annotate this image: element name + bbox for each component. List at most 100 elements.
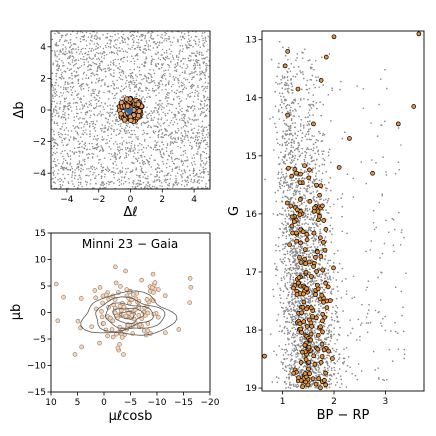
field-star-point <box>60 165 62 168</box>
field-star-point <box>72 85 75 88</box>
field-star-point <box>154 146 157 148</box>
field-star-point <box>99 187 102 189</box>
field-star-point <box>168 38 170 40</box>
field-star-point <box>65 127 68 129</box>
field-star-point <box>56 159 59 161</box>
field-star-point <box>75 36 78 39</box>
field-star-point <box>124 132 127 134</box>
field-star-point <box>145 49 147 51</box>
field-star-point <box>79 116 81 119</box>
field-star-point <box>100 56 103 58</box>
field-star-point <box>60 136 62 139</box>
field-star-point <box>124 94 127 97</box>
field-star-point <box>77 146 79 149</box>
field-star-point <box>206 56 208 58</box>
field-star-point <box>171 55 174 57</box>
field-star-point <box>184 124 186 126</box>
field-star-point <box>163 175 166 177</box>
field-star-point <box>203 87 206 90</box>
field-star-point <box>138 182 140 185</box>
field-star-point <box>96 47 99 50</box>
field-star-point <box>119 42 121 44</box>
field-star-point <box>80 85 83 87</box>
field-star-point <box>119 65 121 68</box>
field-star-point <box>168 35 170 38</box>
field-star-point <box>105 169 108 172</box>
field-star-point <box>94 126 96 129</box>
field-star-point <box>56 102 58 105</box>
field-star-point <box>205 98 208 100</box>
field-star-point <box>145 87 147 90</box>
field-star-point <box>118 68 121 71</box>
proper-motion-point <box>110 318 116 324</box>
field-star-point <box>205 133 208 136</box>
field-star-point <box>80 48 83 51</box>
field-star-point <box>56 63 59 65</box>
field-star-point <box>158 44 160 47</box>
field-star-point <box>130 145 132 147</box>
field-star-point <box>64 80 67 83</box>
field-star-point <box>168 66 171 68</box>
field-star-point <box>182 154 184 156</box>
field-star-point <box>161 64 164 66</box>
field-star-point <box>62 62 64 64</box>
field-star-point <box>184 149 186 152</box>
field-star-point <box>104 117 107 120</box>
field-star-point <box>169 53 171 55</box>
field-star-point <box>113 182 115 184</box>
field-star-point <box>155 65 158 68</box>
field-star-point <box>176 89 178 91</box>
field-star-point <box>60 73 63 76</box>
field-star-point <box>195 135 197 137</box>
field-star-point <box>139 49 142 51</box>
field-star-point <box>120 58 122 61</box>
field-star-point <box>146 116 148 119</box>
field-star-point <box>168 80 170 82</box>
field-star-point <box>101 136 104 138</box>
field-star-point <box>183 117 186 120</box>
field-star-point <box>101 167 104 169</box>
field-star-point <box>52 110 55 112</box>
field-star-point <box>158 171 161 174</box>
field-star-point <box>115 43 117 46</box>
field-star-point <box>61 163 64 165</box>
field-star-point <box>103 108 105 111</box>
field-star-point <box>203 103 206 105</box>
field-star-point <box>131 186 134 188</box>
field-star-point <box>52 166 54 169</box>
field-star-point <box>101 182 103 184</box>
field-star-point <box>62 34 64 37</box>
field-star-point <box>55 109 57 111</box>
field-star-point <box>181 176 183 179</box>
field-star-point <box>104 127 107 129</box>
proper-motion-point <box>113 280 119 286</box>
field-star-point <box>93 135 96 138</box>
field-star-point <box>96 148 98 151</box>
field-star-point <box>55 42 58 44</box>
field-star-point <box>146 121 148 124</box>
field-star-point <box>104 168 107 171</box>
field-star-point <box>185 180 187 183</box>
field-star-point <box>57 131 60 134</box>
field-star-point <box>138 89 140 91</box>
field-star-point <box>152 47 155 49</box>
field-star-point <box>159 150 162 153</box>
field-star-point <box>114 113 117 116</box>
field-star-point <box>144 44 147 47</box>
field-star-point <box>177 127 179 130</box>
field-star-point <box>187 38 190 40</box>
field-star-point <box>84 131 86 134</box>
field-star-point <box>199 156 202 158</box>
field-star-point <box>175 175 177 177</box>
field-star-point <box>135 167 138 169</box>
field-star-point <box>179 146 182 149</box>
field-star-point <box>169 40 172 43</box>
field-star-point <box>199 46 202 48</box>
field-star-point <box>128 47 130 50</box>
field-star-point <box>184 171 187 174</box>
field-star-point <box>81 107 84 110</box>
field-star-point <box>68 56 70 58</box>
field-star-point <box>142 96 144 98</box>
field-star-point <box>63 107 66 109</box>
field-star-point <box>77 165 80 168</box>
